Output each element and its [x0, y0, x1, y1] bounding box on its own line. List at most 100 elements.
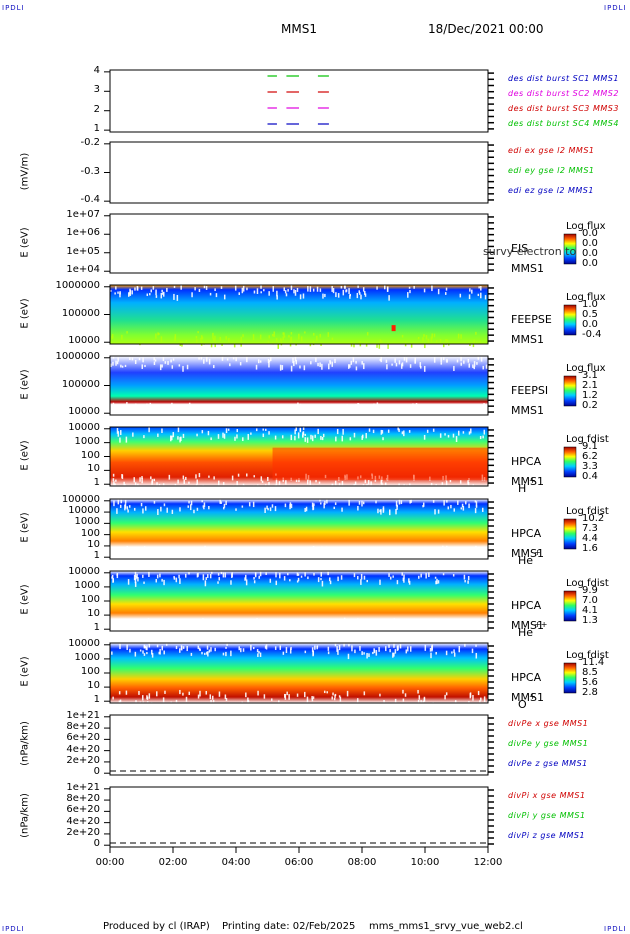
- spectrogram-speckle: [323, 690, 326, 694]
- spectrogram-speckle: [220, 286, 223, 289]
- spectrogram-speckle: [375, 622, 378, 626]
- spectrogram-speckle: [363, 575, 366, 580]
- corner-label-top-right: IPDLI: [604, 4, 627, 12]
- spectrogram-speckle: [205, 285, 208, 290]
- spectrogram-speckle: [224, 694, 227, 700]
- spectrogram-speckle: [464, 580, 466, 583]
- spectrogram-speckle: [211, 571, 213, 574]
- y-tick-label: 1e+21: [66, 709, 100, 721]
- spectrogram-speckle: [306, 696, 309, 703]
- spectrogram-speckle: [336, 428, 339, 435]
- spectrogram-speckle: [364, 479, 367, 483]
- spectrogram-speckle: [250, 432, 252, 435]
- spectrogram-speckle: [132, 548, 134, 555]
- spectrogram-speckle: [199, 690, 201, 697]
- spectrogram-speckle: [336, 620, 338, 627]
- spectrogram-speckle: [316, 552, 319, 557]
- colorbar-tick: 4.1: [582, 605, 598, 616]
- spectrogram-speckle: [188, 481, 190, 484]
- spectrogram-speckle: [220, 501, 222, 505]
- spectrogram-speckle: [304, 508, 306, 512]
- spectrogram-speckle: [342, 619, 344, 622]
- spectrogram-speckle: [398, 499, 401, 505]
- y-tick-label: 10: [87, 608, 100, 620]
- spectrogram-speckle: [257, 653, 259, 657]
- colorbar-tick: 4.4: [582, 533, 598, 544]
- spectrogram-speckle: [319, 405, 321, 412]
- spectrogram-speckle: [282, 332, 284, 335]
- hpca-h-enhancement: [272, 447, 488, 481]
- spectrogram-speckle: [143, 546, 146, 551]
- spectrogram-speckle: [446, 339, 449, 345]
- spectrogram-speckle: [321, 580, 324, 587]
- spectrogram-speckle: [223, 405, 226, 410]
- spectrogram-speckle: [134, 482, 137, 488]
- spectrogram-speckle: [160, 555, 163, 561]
- spectrogram-speckle: [423, 434, 426, 440]
- spectrogram-speckle: [152, 286, 155, 290]
- spectrogram-speckle: [212, 700, 215, 703]
- spectrogram-speckle: [363, 652, 365, 655]
- spectrogram-speckle: [420, 573, 422, 578]
- spectrogram-speckle: [179, 437, 181, 443]
- spectrogram-speckle: [431, 548, 434, 554]
- spectrogram-speckle: [484, 295, 487, 300]
- spectrogram-speckle: [418, 575, 420, 579]
- spectrogram-speckle: [393, 652, 395, 657]
- spectrogram-speckle: [284, 628, 287, 633]
- panel-frame-burst: [109, 69, 489, 133]
- spectrogram-speckle: [313, 333, 315, 336]
- spectrogram-speckle: [436, 556, 439, 561]
- spectrogram-speckle: [222, 652, 225, 656]
- spectrogram-speckle: [249, 409, 252, 415]
- spectrogram-speckle: [327, 646, 330, 651]
- spectrogram-speckle: [148, 571, 150, 577]
- spectrogram-speckle: [279, 645, 282, 650]
- spectrogram-speckle: [289, 554, 292, 557]
- species-charge: +: [529, 476, 536, 485]
- spectrogram-speckle: [329, 577, 331, 582]
- spectrogram-speckle: [299, 294, 302, 300]
- spectrogram-speckle: [304, 437, 307, 442]
- spectrogram-speckle: [444, 694, 446, 700]
- spectrogram-speckle: [442, 342, 445, 348]
- spectrogram-speckle: [479, 436, 482, 440]
- spectrogram-speckle: [157, 405, 159, 412]
- spectrogram-speckle: [151, 480, 153, 485]
- spectrogram-speckle: [157, 332, 159, 336]
- spectrogram-speckle: [110, 289, 112, 292]
- spectrogram-speckle: [213, 364, 215, 369]
- spectrogram-speckle: [382, 437, 384, 441]
- spectrogram-speckle: [300, 336, 303, 342]
- spectrogram-speckle: [290, 550, 292, 555]
- spectrogram-speckle: [324, 623, 326, 627]
- spectrogram-speckle: [354, 481, 357, 485]
- spectrogram-speckle: [294, 435, 296, 441]
- spectrogram-speckle: [459, 702, 462, 705]
- spectrogram-speckle: [156, 482, 158, 488]
- spectrogram-speckle: [435, 580, 437, 585]
- spectrogram-speckle: [483, 403, 485, 408]
- x-tick-label: 08:00: [347, 857, 377, 868]
- colorbar-tick: 1.2: [582, 390, 598, 401]
- spectrogram-speckle: [336, 646, 338, 652]
- spectrogram-speckle: [254, 572, 257, 577]
- colorbar-tick: 7.0: [582, 595, 598, 606]
- spectrogram-speckle: [155, 289, 157, 296]
- spectrogram-speckle: [415, 404, 418, 410]
- spectrogram-speckle: [476, 362, 478, 365]
- spectrogram-speckle: [312, 696, 315, 699]
- species-label: O: [518, 698, 527, 711]
- spectrogram-speckle: [431, 644, 433, 651]
- spectrogram-speckle: [188, 500, 190, 504]
- corner-label-bottom-right: IPDLI: [604, 925, 627, 933]
- spectrogram-speckle: [311, 647, 314, 652]
- colorbar-tick: 1.3: [582, 615, 598, 626]
- spectrogram-speckle: [134, 571, 137, 577]
- spectrogram-speckle: [267, 553, 270, 557]
- spectrogram-speckle: [146, 652, 148, 655]
- spectrogram-speckle: [218, 577, 221, 581]
- spectrogram-speckle: [217, 434, 220, 439]
- spectrogram-speckle: [479, 340, 481, 343]
- spectrogram-speckle: [171, 365, 174, 369]
